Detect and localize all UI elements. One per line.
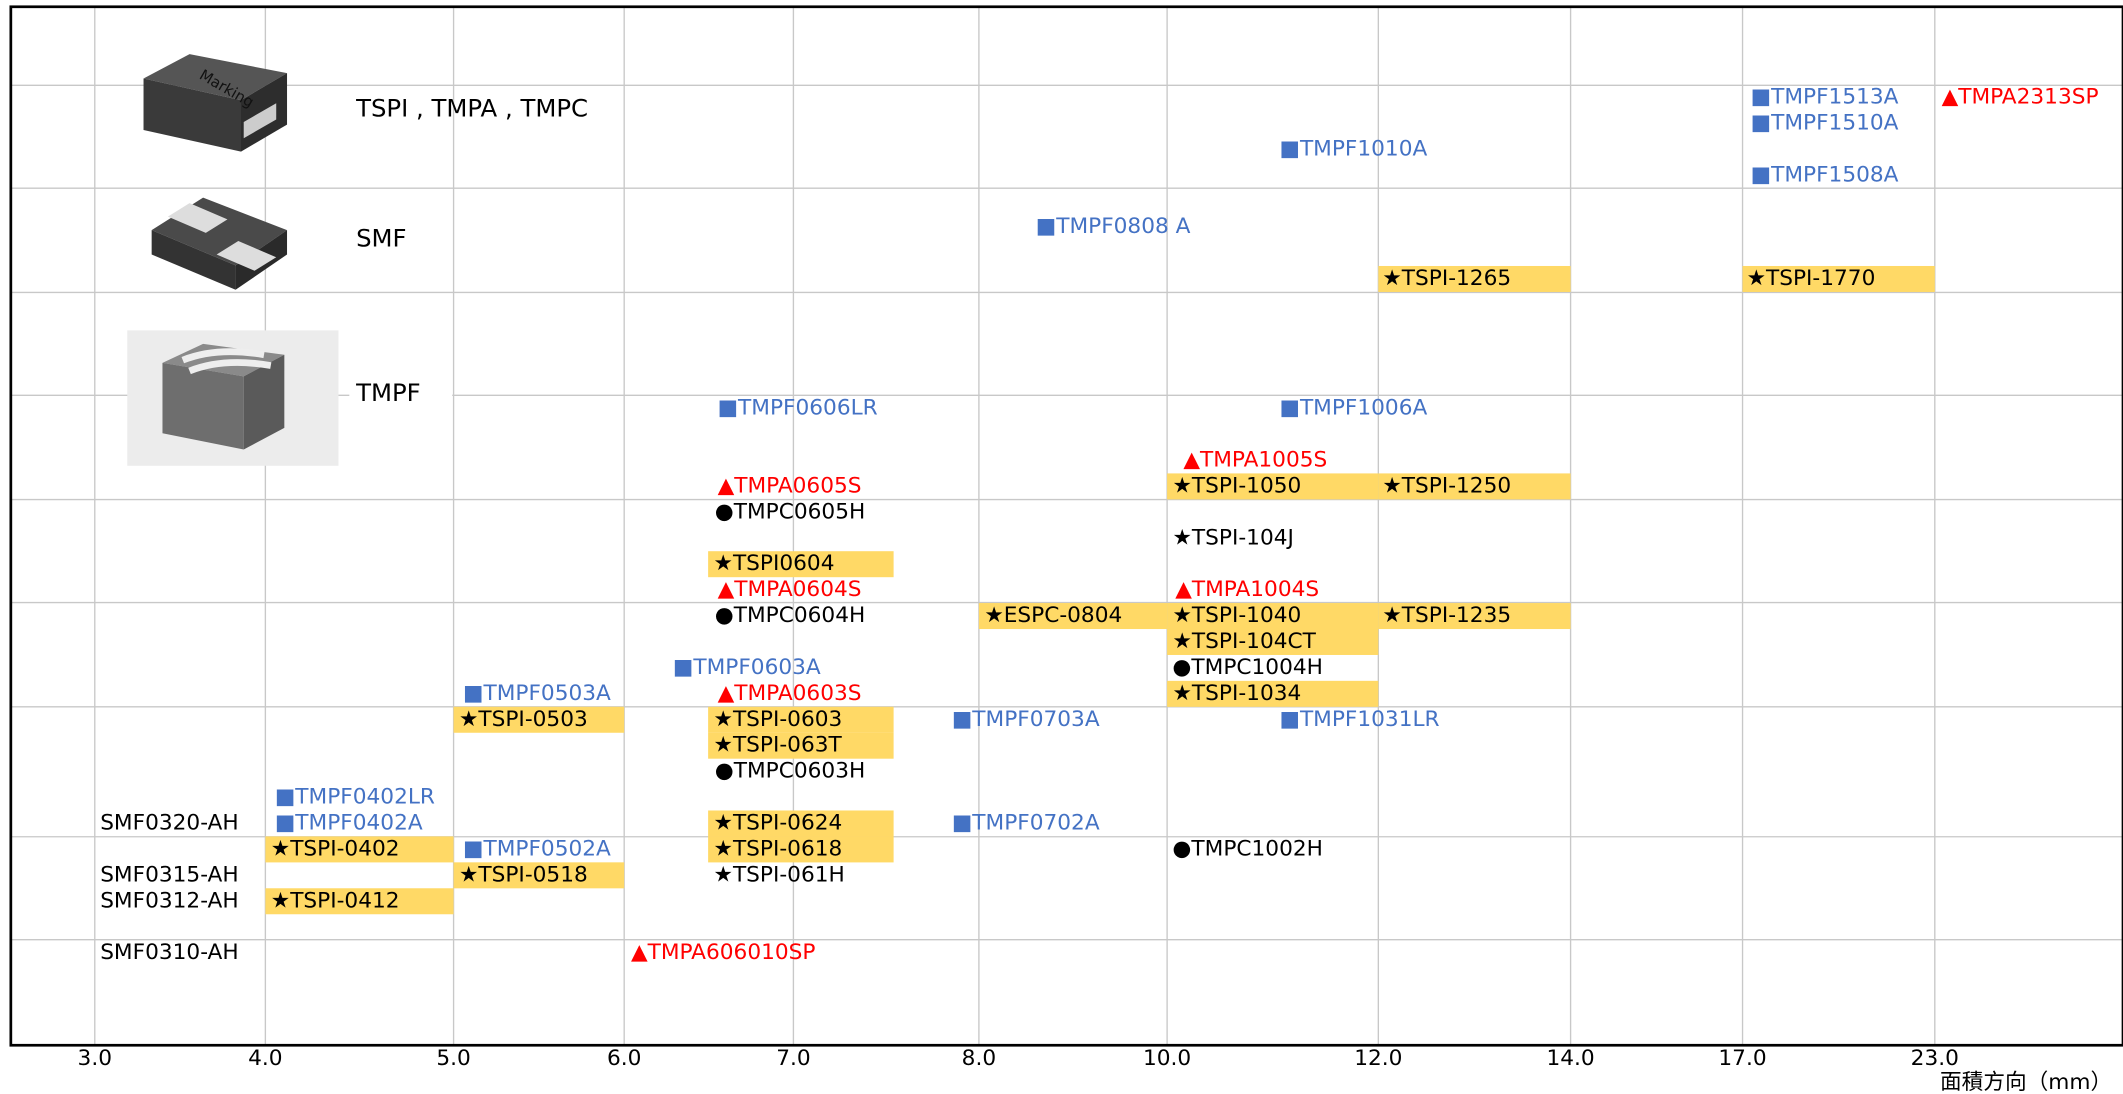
product-label: ▲TMPA1005S: [1183, 447, 1327, 472]
product-label: ●TMPC1002H: [1173, 836, 1323, 861]
product-label: ■TMPF0502A: [463, 836, 611, 861]
legend-label: TMPF: [355, 378, 421, 407]
product-label: ▲TMPA0604S: [718, 577, 862, 602]
product-label: ●TMPC0604H: [715, 603, 865, 628]
x-tick-label: 3.0: [78, 1046, 112, 1071]
x-tick-label: 12.0: [1354, 1046, 1402, 1071]
side-label: SMF0320-AH: [100, 810, 238, 835]
legend-label: TSPI , TMPA , TMPC: [355, 94, 588, 123]
side-label: SMF0310-AH: [100, 940, 238, 965]
product-label: ▲TMPA0605S: [718, 473, 862, 498]
product-label: ★TSPI-061H: [714, 862, 845, 887]
product-label: ▲TMPA2313SP: [1942, 84, 2099, 109]
product-label: ★TSPI0604: [714, 551, 835, 576]
legend-image-tmpf: [127, 330, 338, 465]
product-label: ★TSPI-063T: [714, 733, 843, 758]
product-label: ★TSPI-1265: [1382, 266, 1511, 291]
product-label: ★TSPI-0618: [714, 836, 843, 861]
x-tick-label: 4.0: [248, 1046, 282, 1071]
product-label: ■TMPF1006A: [1279, 396, 1427, 421]
side-label: SMF0315-AH: [100, 862, 238, 887]
product-label: ●TMPC0605H: [715, 499, 865, 524]
product-label: ★TSPI-0503: [459, 707, 588, 732]
product-label: ●TMPC0603H: [715, 759, 865, 784]
product-label: ■TMPF0503A: [463, 681, 611, 706]
product-label: ★TSPI-104J: [1173, 525, 1294, 550]
product-label: ★TSPI-0518: [459, 862, 588, 887]
product-label: ★ESPC-0804: [984, 603, 1122, 628]
product-label: ★TSPI-1770: [1747, 266, 1876, 291]
product-label: ★TSPI-0603: [714, 707, 843, 732]
product-label: ■TMPF0402A: [275, 810, 423, 835]
product-label: ★TSPI-1050: [1173, 473, 1302, 498]
product-label: ■TMPF1010A: [1279, 136, 1427, 161]
product-label: ▲TMPA606010SP: [631, 940, 816, 965]
x-tick-label: 8.0: [962, 1046, 996, 1071]
x-tick-label: 17.0: [1718, 1046, 1766, 1071]
legend-label: SMF: [356, 224, 406, 253]
x-tick-label: 6.0: [607, 1046, 641, 1071]
product-label: ■TMPF1510A: [1751, 110, 1899, 135]
product-label: ★TSPI-1034: [1173, 681, 1302, 706]
product-label: ■TMPF0808 A: [1036, 214, 1191, 239]
product-label: ★TSPI-1040: [1173, 603, 1302, 628]
product-label: ★TSPI-0402: [271, 836, 400, 861]
x-tick-label: 14.0: [1546, 1046, 1594, 1071]
product-label: ★TSPI-0412: [271, 888, 400, 913]
product-label: ▲TMPA1004S: [1175, 577, 1319, 602]
product-label: ■TMPF1513A: [1751, 84, 1899, 109]
product-label: ■TMPF0603A: [673, 655, 821, 680]
product-label: ★TSPI-1235: [1382, 603, 1511, 628]
x-tick-label: 5.0: [436, 1046, 470, 1071]
product-label: ■TMPF0703A: [952, 707, 1100, 732]
product-label: ●TMPC1004H: [1173, 655, 1323, 680]
side-label: SMF0312-AH: [100, 888, 238, 913]
product-map: Marking TSPI , TMPA , TMPCSMFTMPFSMF0320…: [0, 0, 2123, 1094]
product-label: ■TMPF1508A: [1751, 162, 1899, 187]
product-label: ■TMPF1031LR: [1279, 707, 1439, 732]
product-label: ▲TMPA0603S: [718, 681, 862, 706]
product-label: ■TMPF0606LR: [718, 396, 878, 421]
x-tick-label: 7.0: [776, 1046, 810, 1071]
x-tick-label: 23.0: [1911, 1046, 1959, 1071]
product-label: ■TMPF0402LR: [275, 785, 435, 810]
x-tick-label: 10.0: [1143, 1046, 1191, 1071]
product-label: ★TSPI-1250: [1382, 473, 1511, 498]
product-label: ■TMPF0702A: [952, 810, 1100, 835]
x-axis-title: 面積方向（mm）: [1940, 1070, 2112, 1094]
product-label: ★TSPI-0624: [714, 810, 843, 835]
product-label: ★TSPI-104CT: [1173, 629, 1317, 654]
